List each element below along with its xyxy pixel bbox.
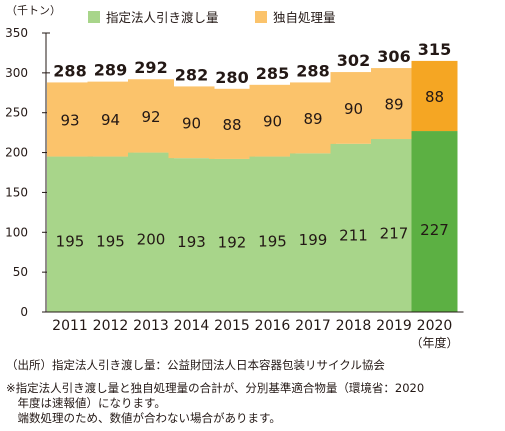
bar-segment bbox=[371, 139, 417, 312]
x-tick-label: 2011 bbox=[52, 318, 88, 334]
bar-segment bbox=[47, 82, 93, 157]
bar-value-label: 88 bbox=[222, 116, 241, 134]
x-tick-label: 2015 bbox=[214, 318, 250, 334]
bar-value-label: 227 bbox=[420, 221, 449, 239]
bar-value-label: 195 bbox=[258, 232, 287, 250]
footnote-line-1: ※指定法人引き渡し量と独自処理量の合計が、分別基準適合物量（環境省：2020 bbox=[6, 381, 425, 395]
x-tick-label: 2018 bbox=[336, 318, 372, 334]
bar-total-label: 288 bbox=[53, 61, 86, 80]
bar-segment bbox=[330, 143, 377, 312]
bar-value-label: 200 bbox=[137, 231, 166, 249]
bar-segment bbox=[128, 152, 174, 312]
bar-segment bbox=[330, 72, 377, 144]
x-tick-label: 2012 bbox=[93, 318, 129, 334]
bar-segment bbox=[411, 60, 458, 132]
bar-segment bbox=[290, 153, 336, 312]
y-tick-label: 100 bbox=[5, 225, 28, 239]
bar-value-label: 195 bbox=[56, 232, 85, 250]
bar-segment bbox=[290, 82, 336, 154]
bar-segment bbox=[168, 158, 215, 312]
bar-value-label: 199 bbox=[299, 231, 328, 249]
bar-segment bbox=[87, 81, 134, 157]
bar-value-label: 90 bbox=[344, 100, 363, 118]
bar-total-label: 292 bbox=[134, 58, 167, 77]
bars: 195 93 288 195 94 289 200 92 292 193 90 282 192 88 280… bbox=[47, 40, 458, 312]
bar-segment bbox=[128, 79, 174, 153]
bar-value-label: 217 bbox=[380, 224, 409, 242]
y-tick-label: 150 bbox=[5, 185, 28, 199]
bar-total-label: 306 bbox=[377, 47, 410, 66]
footnote-line-2: 年度は速報値）になります。 bbox=[6, 396, 166, 410]
bar-total-label: 289 bbox=[94, 61, 127, 80]
footnote-line-3: 端数処理のため、数値が合わない場合があります。 bbox=[6, 411, 281, 425]
bar-segment bbox=[209, 88, 255, 159]
y-tick-label: 50 bbox=[13, 265, 28, 279]
bar-total-label: 288 bbox=[296, 61, 329, 80]
bar-segment bbox=[87, 156, 134, 312]
x-tick-label: 2016 bbox=[255, 318, 291, 334]
x-tick-label: 2013 bbox=[133, 318, 169, 334]
bar-value-label: 193 bbox=[177, 233, 206, 251]
x-tick-label: 2019 bbox=[376, 318, 412, 334]
source-note: （出所）指定法人引き渡し量：公益財団法人日本容器包装リサイクル協会 bbox=[6, 358, 385, 372]
bar-segment bbox=[249, 84, 296, 157]
legend-label: 指定法人引き渡し量 bbox=[106, 10, 219, 25]
bar-value-label: 211 bbox=[339, 227, 368, 245]
bar-value-label: 89 bbox=[384, 96, 403, 114]
x-tick-label: 2020 bbox=[417, 318, 453, 334]
bar-value-label: 90 bbox=[263, 113, 282, 131]
x-axis-unit-label: （年度） bbox=[410, 335, 458, 350]
y-axis: 0 50 100 150 200 250 300 350 bbox=[5, 26, 50, 319]
bar-segment bbox=[209, 158, 255, 312]
bar-value-label: 93 bbox=[60, 111, 79, 129]
bar-value-label: 88 bbox=[425, 88, 444, 106]
bar-value-label: 90 bbox=[182, 114, 201, 132]
bar-value-label: 94 bbox=[101, 111, 120, 129]
x-tick-label: 2017 bbox=[295, 318, 331, 334]
y-tick-label: 0 bbox=[20, 305, 28, 319]
y-tick-label: 350 bbox=[5, 26, 28, 40]
bar-segment bbox=[168, 86, 215, 159]
legend: 指定法人引き渡し量 独自処理量 bbox=[88, 10, 336, 25]
bar-segment bbox=[371, 68, 417, 140]
bar-segment bbox=[47, 156, 93, 312]
y-tick-label: 200 bbox=[5, 146, 28, 160]
bar-total-label: 285 bbox=[256, 64, 289, 83]
y-tick-label: 300 bbox=[5, 66, 28, 80]
bar-value-label: 192 bbox=[218, 234, 247, 252]
bar-total-label: 280 bbox=[215, 68, 248, 87]
legend-label: 独自処理量 bbox=[273, 10, 336, 25]
bar-total-label: 282 bbox=[175, 65, 208, 84]
bar-value-label: 195 bbox=[96, 232, 125, 250]
x-tick-label: 2014 bbox=[174, 318, 210, 334]
bar-total-label: 302 bbox=[337, 51, 370, 70]
y-tick-label: 250 bbox=[5, 106, 28, 120]
bar-value-label: 92 bbox=[141, 108, 160, 126]
bar-total-label: 315 bbox=[418, 40, 451, 59]
legend-swatch bbox=[88, 11, 100, 23]
y-axis-unit: （千トン） bbox=[6, 4, 61, 17]
x-axis: 2011 2012 2013 2014 2015 2016 2017 2018 2019 2020… bbox=[46, 311, 464, 350]
legend-swatch bbox=[255, 11, 267, 23]
bar-segment bbox=[411, 131, 458, 312]
bar-segment bbox=[249, 156, 296, 312]
bar-value-label: 89 bbox=[303, 110, 322, 128]
